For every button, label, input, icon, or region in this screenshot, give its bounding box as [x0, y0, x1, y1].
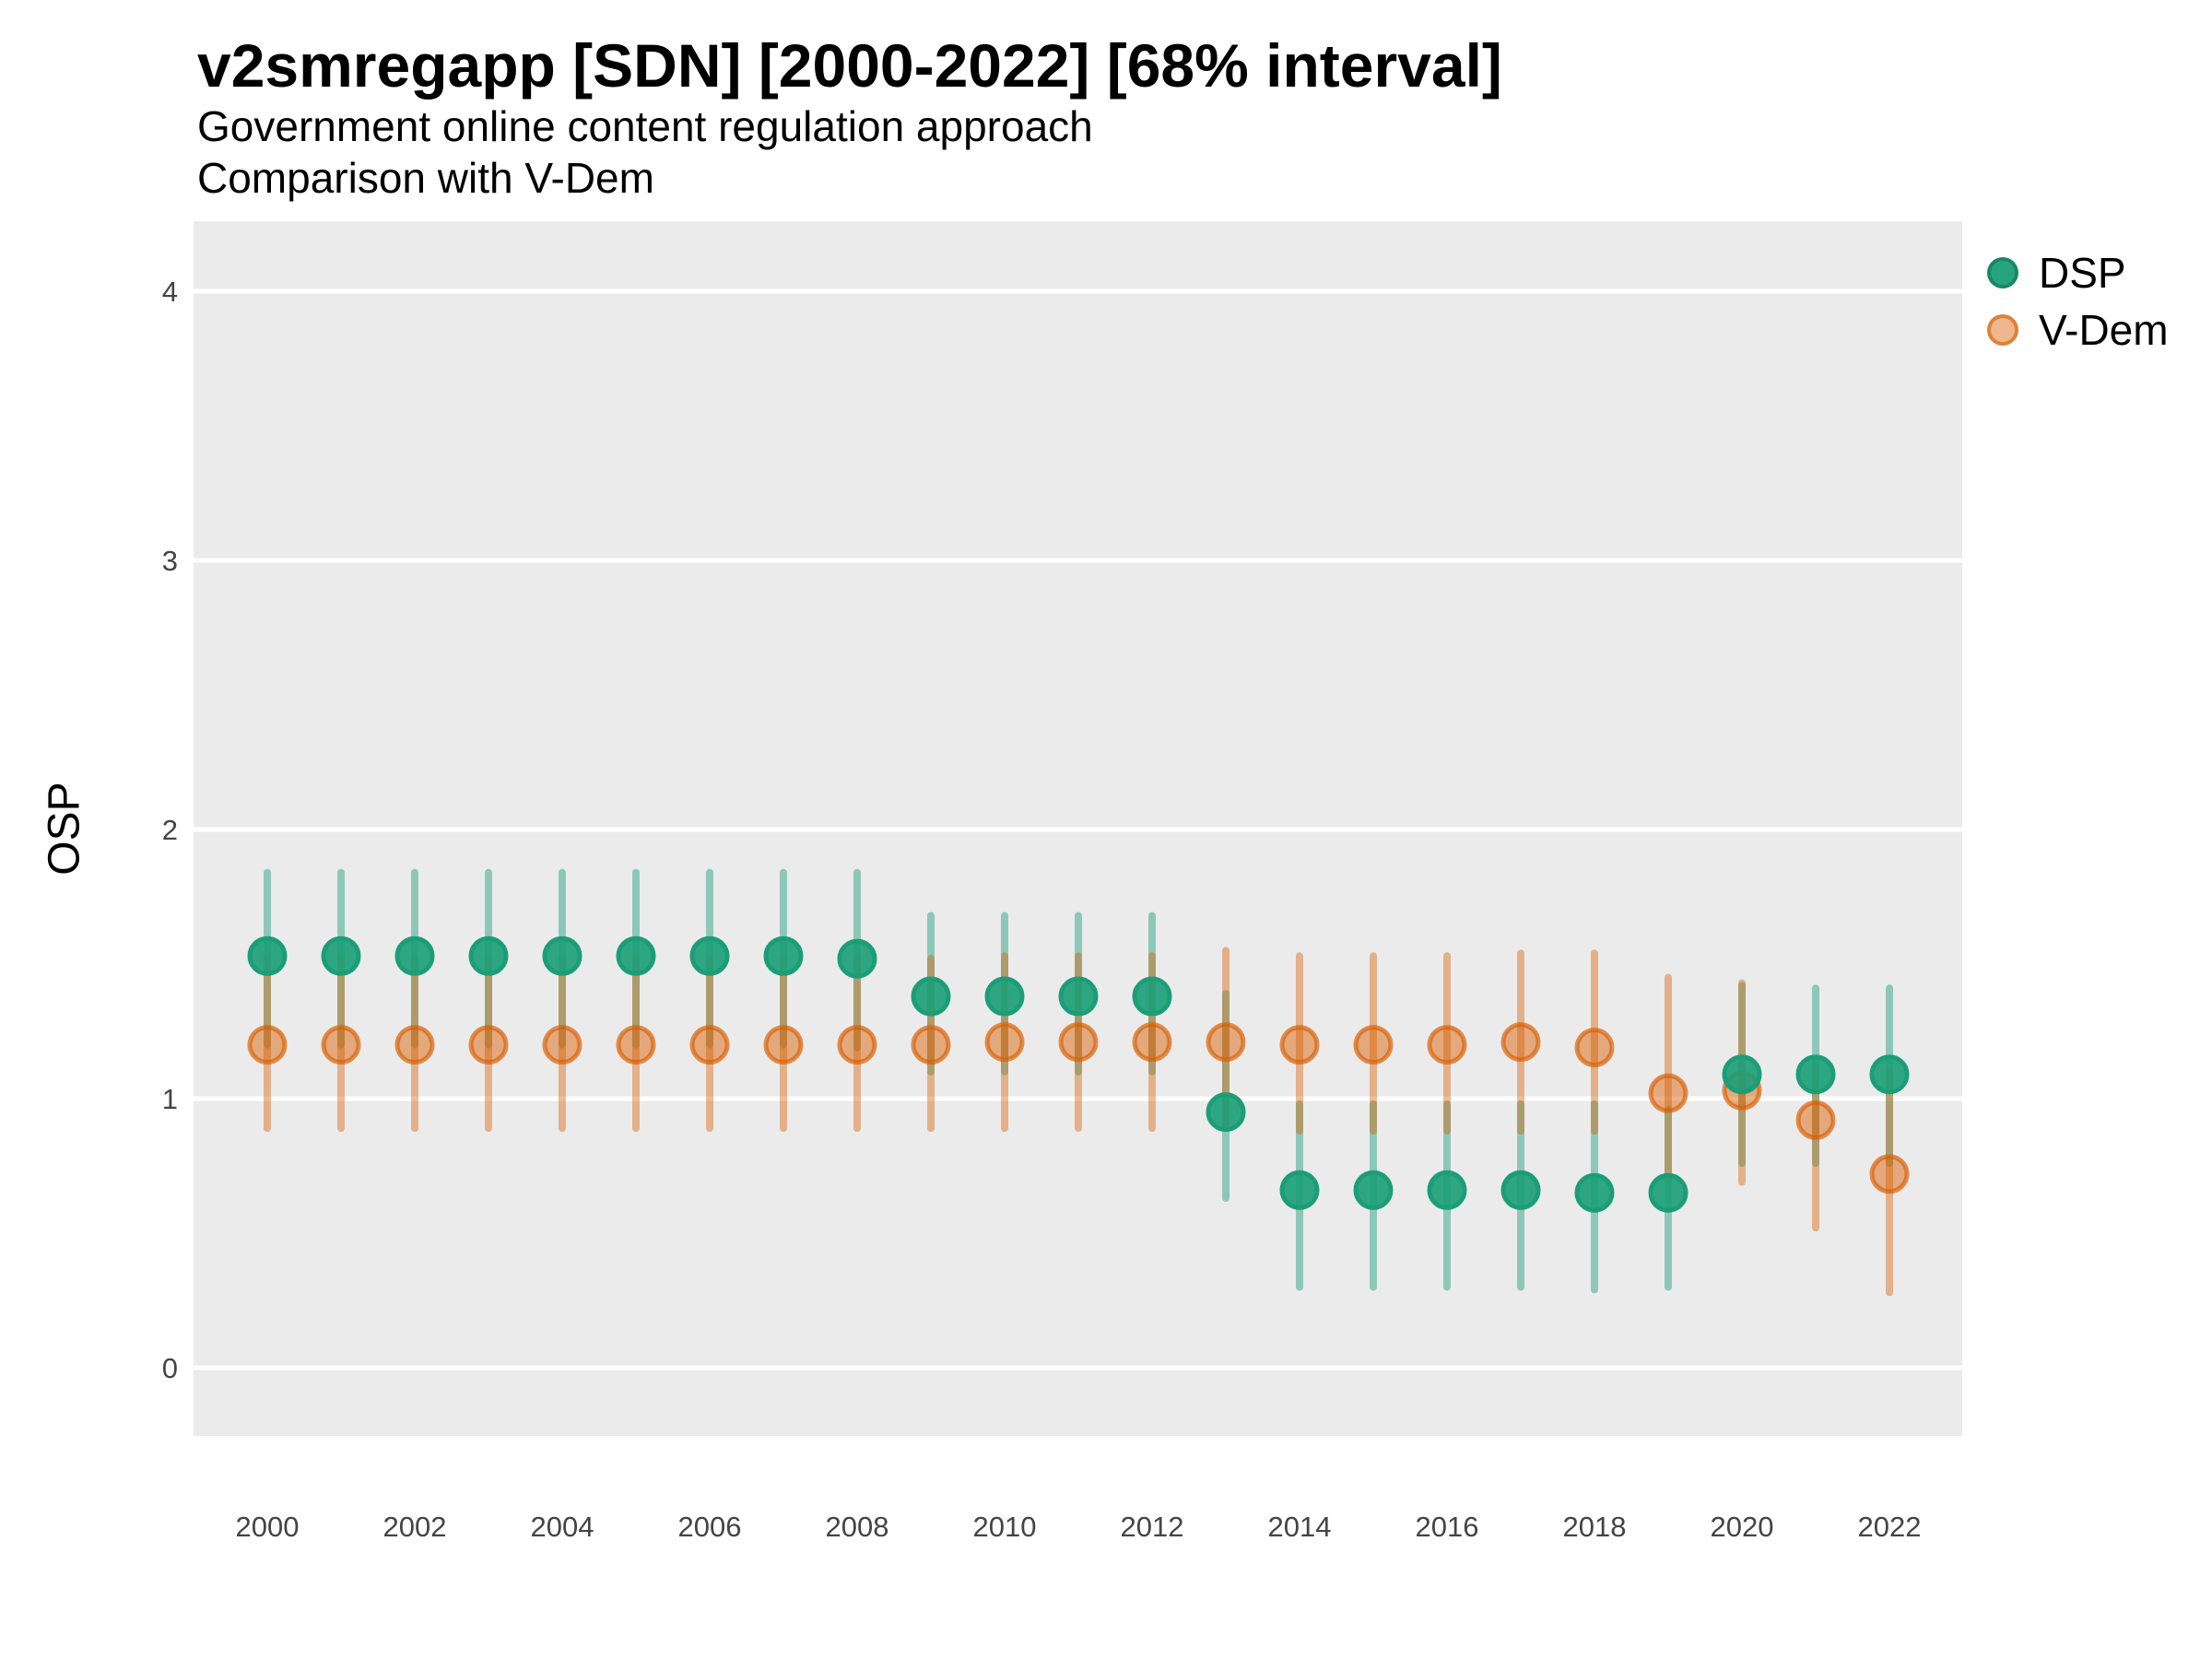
vdem-legend-label: V-Dem	[2039, 306, 2169, 354]
vdem-point-2003	[468, 1025, 509, 1065]
dsp-point-2019	[1648, 1172, 1688, 1213]
x-tick-label: 2014	[1268, 1511, 1332, 1543]
y-tick-label: 0	[162, 1352, 178, 1384]
vdem-point-2015	[1353, 1025, 1394, 1065]
dsp-point-2016	[1427, 1170, 1467, 1210]
dsp-point-2012	[1132, 976, 1172, 1017]
dsp-legend-label: DSP	[2039, 249, 2126, 297]
dsp-point-2007	[763, 935, 804, 976]
vdem-point-2018	[1574, 1028, 1615, 1068]
dsp-point-2021	[1795, 1054, 1836, 1095]
vdem-point-2012	[1132, 1022, 1172, 1063]
vdem-point-2011	[1058, 1022, 1099, 1063]
vdem-point-2005	[616, 1025, 656, 1065]
y-tick-label: 3	[162, 545, 178, 577]
x-tick-label: 2018	[1563, 1511, 1627, 1543]
vdem-point-2013	[1206, 1022, 1246, 1063]
vdem-point-2016	[1427, 1025, 1467, 1065]
dsp-point-2002	[394, 935, 435, 976]
vdem-point-2000	[247, 1025, 288, 1065]
legend-item-dsp: DSP	[1987, 249, 2169, 297]
x-tick-label: 2020	[1711, 1511, 1774, 1543]
dsp-point-2017	[1500, 1170, 1541, 1210]
vdem-point-2022	[1869, 1154, 1910, 1194]
dsp-point-2018	[1574, 1172, 1615, 1213]
legend: DSP V-Dem	[1987, 249, 2169, 369]
vdem-point-2010	[984, 1022, 1025, 1063]
dsp-point-2011	[1058, 976, 1099, 1017]
dsp-point-2022	[1869, 1054, 1910, 1095]
vdem-point-2002	[394, 1025, 435, 1065]
x-tick-label: 2010	[973, 1511, 1037, 1543]
dsp-point-2006	[689, 935, 730, 976]
y-tick-label: 2	[162, 814, 178, 846]
x-tick-label: 2008	[826, 1511, 889, 1543]
dsp-point-2020	[1722, 1054, 1762, 1095]
x-tick-label: 2002	[383, 1511, 447, 1543]
dsp-legend-dot-icon	[1987, 257, 2018, 288]
dsp-point-2005	[616, 935, 656, 976]
x-tick-label: 2016	[1416, 1511, 1479, 1543]
x-tick-label: 2012	[1121, 1511, 1184, 1543]
x-tick-label: 2004	[531, 1511, 594, 1543]
vdem-point-2007	[763, 1025, 804, 1065]
chart-subtitle: Government online content regulation app…	[197, 102, 1093, 150]
dsp-point-2008	[837, 938, 877, 979]
dsp-point-2015	[1353, 1170, 1394, 1210]
dsp-point-2004	[542, 935, 582, 976]
dsp-point-2001	[321, 935, 361, 976]
x-tick-label: 2000	[236, 1511, 300, 1543]
dsp-point-2009	[911, 976, 951, 1017]
vdem-point-2004	[542, 1025, 582, 1065]
x-tick-label: 2006	[678, 1511, 742, 1543]
vdem-legend-dot-icon	[1987, 314, 2018, 346]
vdem-point-2001	[321, 1025, 361, 1065]
y-tick-label: 1	[162, 1083, 178, 1115]
dsp-point-2014	[1279, 1170, 1320, 1210]
dsp-point-2000	[247, 935, 288, 976]
dsp-point-2010	[984, 976, 1025, 1017]
vdem-point-2008	[837, 1025, 877, 1065]
page-title: v2smregapp [SDN] [2000-2022] [68% interv…	[197, 31, 1502, 100]
y-tick-label: 4	[162, 276, 178, 308]
vdem-point-2017	[1500, 1022, 1541, 1063]
vdem-point-2019	[1648, 1073, 1688, 1113]
vdem-point-2021	[1795, 1100, 1836, 1140]
vdem-point-2014	[1279, 1025, 1320, 1065]
vdem-point-2006	[689, 1025, 730, 1065]
x-tick-label: 2022	[1858, 1511, 1922, 1543]
dsp-point-2013	[1206, 1092, 1246, 1133]
chart-subtitle-2: Comparison with V-Dem	[197, 154, 654, 202]
dsp-point-2003	[468, 935, 509, 976]
vdem-point-2009	[911, 1025, 951, 1065]
legend-item-vdem: V-Dem	[1987, 306, 2169, 354]
